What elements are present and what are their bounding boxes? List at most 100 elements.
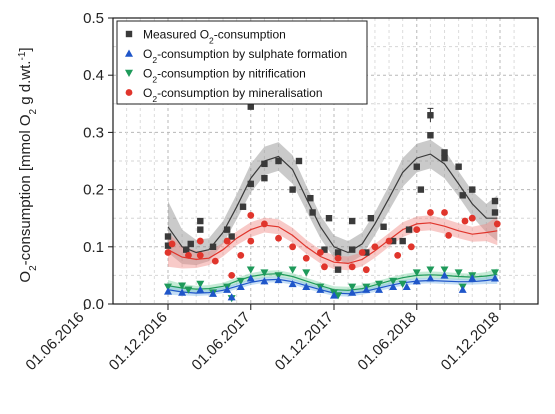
x-tick-label: 01.12.2017 — [272, 309, 337, 374]
data-point — [261, 160, 268, 168]
data-point — [402, 282, 411, 291]
data-point — [247, 237, 255, 245]
superscript: -1 — [17, 51, 28, 60]
data-point — [125, 69, 133, 77]
data-point — [209, 243, 217, 250]
data-point — [164, 233, 172, 240]
data-point — [367, 215, 375, 222]
data-point — [426, 266, 435, 274]
data-point — [178, 288, 187, 296]
data-point — [371, 243, 379, 251]
legend-label: O2-consumption by sulphate formation — [143, 47, 347, 65]
data-point — [394, 251, 402, 259]
data-point — [196, 237, 204, 245]
x-tick-labels: 01.06.2016 01.12.2016 01.06.2017 01.12.2017… — [22, 309, 502, 374]
data-point — [348, 283, 357, 291]
data-point — [288, 279, 297, 288]
data-point — [125, 89, 133, 96]
data-point — [380, 223, 387, 230]
data-point — [196, 280, 205, 288]
data-point — [399, 237, 406, 245]
data-point — [440, 271, 449, 279]
data-point — [211, 257, 219, 265]
data-point — [375, 280, 384, 288]
data-point — [389, 282, 398, 291]
data-point — [348, 246, 356, 253]
data-point — [348, 217, 356, 225]
data-point — [490, 274, 499, 282]
y-tick-label: 0.0 — [83, 296, 104, 313]
subscript: 2 — [28, 108, 39, 114]
subscript: 2 — [28, 265, 39, 271]
data-point — [362, 285, 371, 293]
label-part: O — [143, 86, 152, 100]
data-point — [125, 49, 133, 57]
data-point — [307, 194, 314, 202]
data-point — [295, 157, 303, 165]
data-point — [316, 249, 324, 256]
legend-box — [116, 20, 368, 105]
data-point — [223, 285, 232, 293]
data-point — [445, 231, 453, 239]
legend-label: O2-consumption by nitrification — [143, 67, 306, 85]
data-point — [223, 237, 231, 245]
data-point — [490, 269, 499, 277]
label-part: g d.wt. — [17, 61, 34, 109]
data-point — [178, 282, 187, 290]
data-point — [426, 274, 435, 282]
data-point — [239, 203, 247, 210]
label-part: O — [17, 271, 34, 283]
data-point — [260, 269, 269, 277]
data-point — [228, 233, 235, 240]
data-point — [246, 266, 255, 274]
data-point — [302, 254, 310, 262]
data-point — [412, 269, 421, 277]
data-point — [334, 254, 342, 262]
data-point — [334, 266, 342, 273]
label-part: ] — [17, 47, 34, 51]
data-point — [417, 186, 425, 193]
data-point — [389, 237, 397, 245]
confidence-band — [168, 139, 498, 266]
data-point — [334, 249, 342, 256]
data-point — [348, 288, 357, 296]
plot-frame — [112, 17, 539, 305]
data-point — [125, 30, 133, 38]
data-point — [441, 149, 448, 156]
label-part: -consumption by nitrification — [157, 67, 306, 81]
y-tick-label: 0.1 — [83, 239, 104, 256]
data-point — [274, 272, 283, 280]
data-point — [260, 277, 269, 285]
data-point — [274, 275, 283, 284]
data-point — [228, 272, 236, 279]
data-point — [491, 197, 499, 205]
data-point — [441, 154, 448, 162]
subscript: 2 — [152, 75, 157, 85]
subscript: 2 — [152, 55, 157, 65]
data-point — [197, 226, 204, 233]
data-point — [187, 240, 194, 248]
data-point — [288, 266, 297, 274]
data-point — [412, 277, 421, 285]
data-point — [455, 163, 462, 170]
data-point — [441, 209, 448, 216]
data-point — [302, 282, 311, 291]
data-point — [493, 220, 501, 228]
confidence-band — [168, 273, 498, 297]
data-point — [209, 289, 218, 297]
data-point — [302, 269, 311, 277]
data-point — [185, 251, 192, 259]
y-tick-label: 0.2 — [83, 182, 104, 199]
data-point — [223, 226, 231, 233]
y-tick-label: 0.3 — [83, 124, 104, 141]
data-point — [164, 249, 172, 256]
data-point — [334, 292, 343, 300]
confidence-band — [168, 268, 498, 294]
x-tick-label: 01.12.2016 — [106, 309, 171, 374]
data-point — [389, 277, 398, 286]
y-axis-label: O2-consumption [mmol O2 g d.wt.-1] — [17, 47, 39, 282]
error-bars — [427, 107, 434, 123]
data-point — [197, 217, 204, 225]
y-tick-label: 0.4 — [83, 67, 104, 84]
